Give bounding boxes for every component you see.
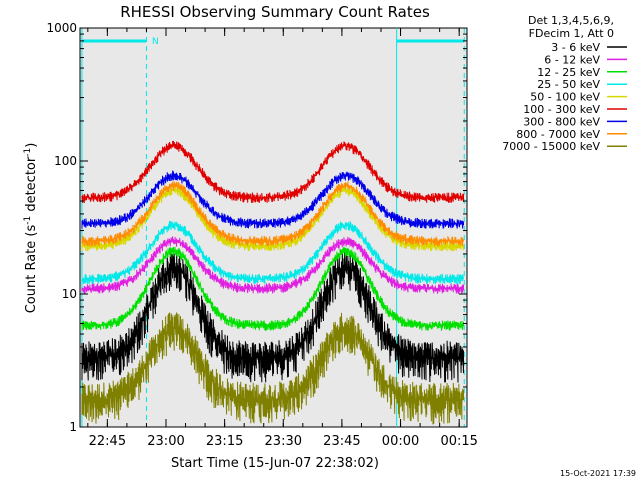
legend-group: Det 1,3,4,5,6,9,FDecim 1, Att 03 - 6 keV… (502, 14, 627, 153)
legend-header-line-2: FDecim 1, Att 0 (529, 27, 614, 40)
x-tick-label-0: 22:45 (89, 434, 126, 449)
y-tick-label-0: 1 (69, 420, 77, 434)
legend-label-5: 50 - 100 keV (530, 91, 600, 104)
chart-title: RHESSI Observing Summary Count Rates (120, 3, 430, 21)
x-axis-label: Start Time (15-Jun-07 22:38:02) (171, 456, 379, 471)
series-line-1 (81, 250, 464, 383)
series-line-9 (81, 312, 464, 425)
y-tick-label-2: 100 (54, 154, 77, 168)
x-tick-label-1: 23:00 (147, 434, 184, 449)
night-marker-label: N (152, 37, 159, 47)
series-line-6 (81, 140, 464, 204)
x-tick-label-3: 23:30 (265, 434, 302, 449)
legend-label-6: 100 - 300 keV (523, 103, 600, 116)
series-line-3 (81, 246, 464, 331)
legend-label-1: 3 - 6 keV (551, 41, 600, 54)
legend-label-4: 25 - 50 keV (537, 78, 600, 91)
x-tick-label-4: 23:45 (323, 434, 360, 449)
series-line-4 (81, 220, 464, 285)
axes-group: 1 10 100 1000 22:45 23:00 23:15 23:30 23:45 00:00… (46, 21, 477, 449)
legend-label-2: 6 - 12 keV (544, 53, 600, 66)
x-tick-label-5: 00:00 (382, 434, 419, 449)
legend-label-9: 7000 - 15000 keV (502, 140, 600, 153)
legend-label-8: 800 - 7000 keV (516, 128, 600, 141)
series-group (81, 140, 464, 425)
series-line-7 (81, 170, 464, 229)
legend-label-3: 12 - 25 keV (537, 66, 600, 79)
x-tick-label-6: 00:15 (440, 434, 477, 449)
x-tick-label-2: 23:15 (206, 434, 243, 449)
legend-label-7: 300 - 800 keV (523, 115, 600, 128)
y-tick-label-3: 1000 (46, 21, 77, 35)
series-line-8 (81, 181, 464, 247)
y-tick-label-1: 10 (62, 287, 77, 301)
y-axis-label: Count Rate (s-1 detector-1) (23, 143, 39, 314)
series-line-2 (81, 236, 464, 294)
legend-header-line-1: Det 1,3,4,5,6,9, (528, 14, 614, 27)
timestamp-label: 15-Oct-2021 17:39 (560, 469, 636, 478)
